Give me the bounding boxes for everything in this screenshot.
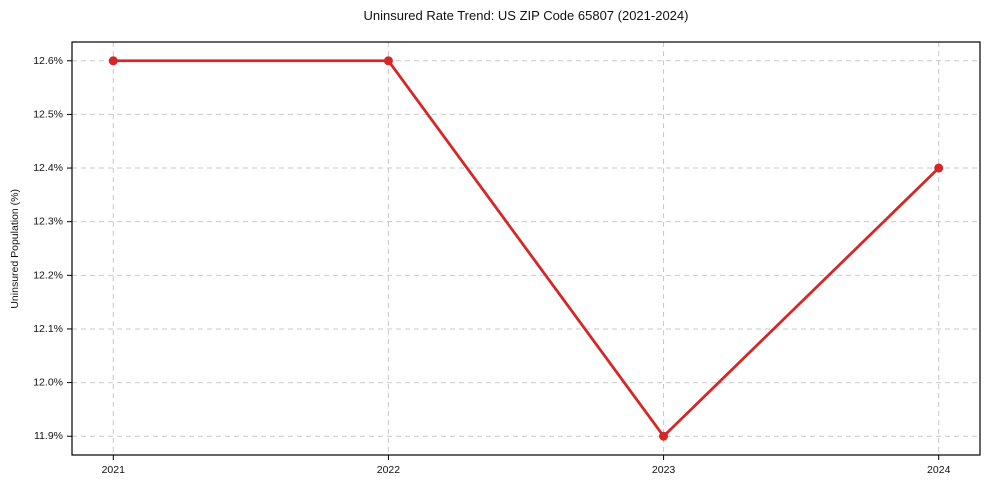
y-tick-label: 12.0% — [33, 377, 63, 389]
y-tick-label: 12.5% — [33, 108, 63, 120]
y-tick-label: 12.6% — [33, 55, 63, 67]
data-point — [659, 431, 669, 441]
y-tick-label: 12.3% — [33, 216, 63, 228]
data-point — [383, 56, 393, 66]
y-tick-label: 11.9% — [34, 430, 63, 442]
y-axis-label: Uninsured Population (%) — [9, 188, 21, 309]
y-tick-label: 12.2% — [33, 269, 63, 281]
data-point — [934, 163, 944, 173]
x-tick-label: 2023 — [652, 464, 676, 476]
y-tick-label: 12.1% — [33, 323, 63, 335]
data-point — [108, 56, 118, 66]
y-tick-label: 12.4% — [33, 162, 63, 174]
x-tick-label: 2024 — [927, 464, 951, 476]
chart-title: Uninsured Rate Trend: US ZIP Code 65807 … — [363, 8, 689, 23]
plot-border — [71, 41, 981, 456]
trend-line — [111, 59, 941, 438]
y-axis-label-container: Uninsured Population (%) — [6, 42, 24, 455]
x-tick-label: 2022 — [377, 464, 401, 476]
x-tick-label: 2021 — [102, 464, 126, 476]
